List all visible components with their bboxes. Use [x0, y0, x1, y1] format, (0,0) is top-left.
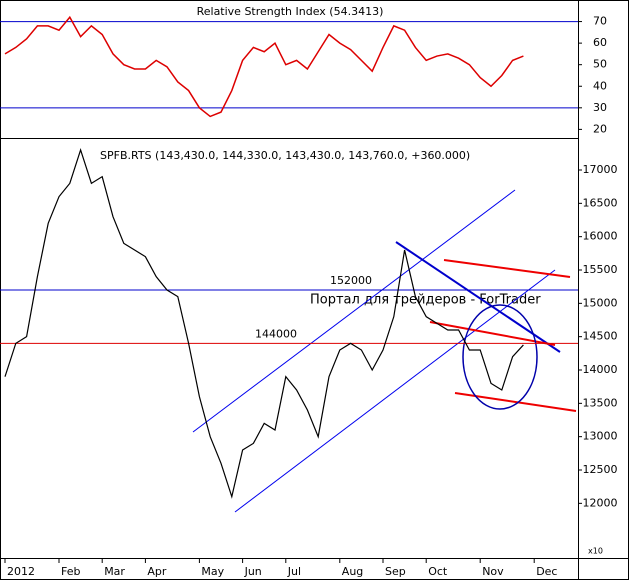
x-tick-label: Feb: [61, 565, 80, 578]
y-tick-label: 70: [593, 15, 607, 28]
y-tick-label: 12000: [583, 496, 618, 509]
y-tick-label: 14500: [583, 330, 618, 343]
x-tick-label: Jun: [244, 565, 262, 578]
y-tick-label: 13000: [583, 430, 618, 443]
x-tick-label: Nov: [482, 565, 504, 578]
y-tick-label: 15500: [583, 263, 618, 276]
level-label: 144000: [255, 327, 297, 340]
channel-line: [234, 269, 556, 513]
rsi-title: Relative Strength Index (54.3413): [197, 5, 384, 18]
y-tick-label: 30: [593, 101, 607, 114]
channel-line: [192, 189, 516, 433]
y-tick-label: 15000: [583, 296, 618, 309]
trend-line: [429, 321, 556, 346]
y-tick-label: 40: [593, 79, 607, 92]
y-tick-label: 16000: [583, 230, 618, 243]
y-tick-label: 20: [593, 122, 607, 135]
y-tick-label: 50: [593, 58, 607, 71]
x-tick-label: Oct: [428, 565, 448, 578]
y-tick-label: 60: [593, 36, 607, 49]
x-tick-label: Mar: [104, 565, 125, 578]
axis-unit: x10: [588, 547, 603, 556]
x-tick-label: Apr: [147, 565, 167, 578]
series-line: [4, 15, 524, 118]
annotations: [192, 189, 577, 513]
y-tick-label: 16500: [583, 196, 618, 209]
x-tick-label: Sep: [385, 565, 406, 578]
y-tick-label: 13500: [583, 396, 618, 409]
x-tick-label: May: [201, 565, 224, 578]
series-line: [4, 148, 524, 499]
y-tick-label: 14000: [583, 363, 618, 376]
x-tick-label: Dec: [536, 565, 557, 578]
x-tick-label: Aug: [342, 565, 363, 578]
level-label: 152000: [330, 274, 372, 287]
highlight-ellipse: [462, 304, 538, 410]
trend-line: [443, 259, 571, 278]
x-tick-label: 2012: [7, 565, 35, 578]
y-tick-label: 17000: [583, 163, 618, 176]
x-tick-label: Jul: [287, 565, 301, 578]
price-title: SPFB.RTS (143,430.0, 144,330.0, 143,430.…: [100, 149, 470, 162]
y-tick-label: 12500: [583, 463, 618, 476]
watermark: Портал для трейдеров - ForTrader: [310, 293, 541, 308]
